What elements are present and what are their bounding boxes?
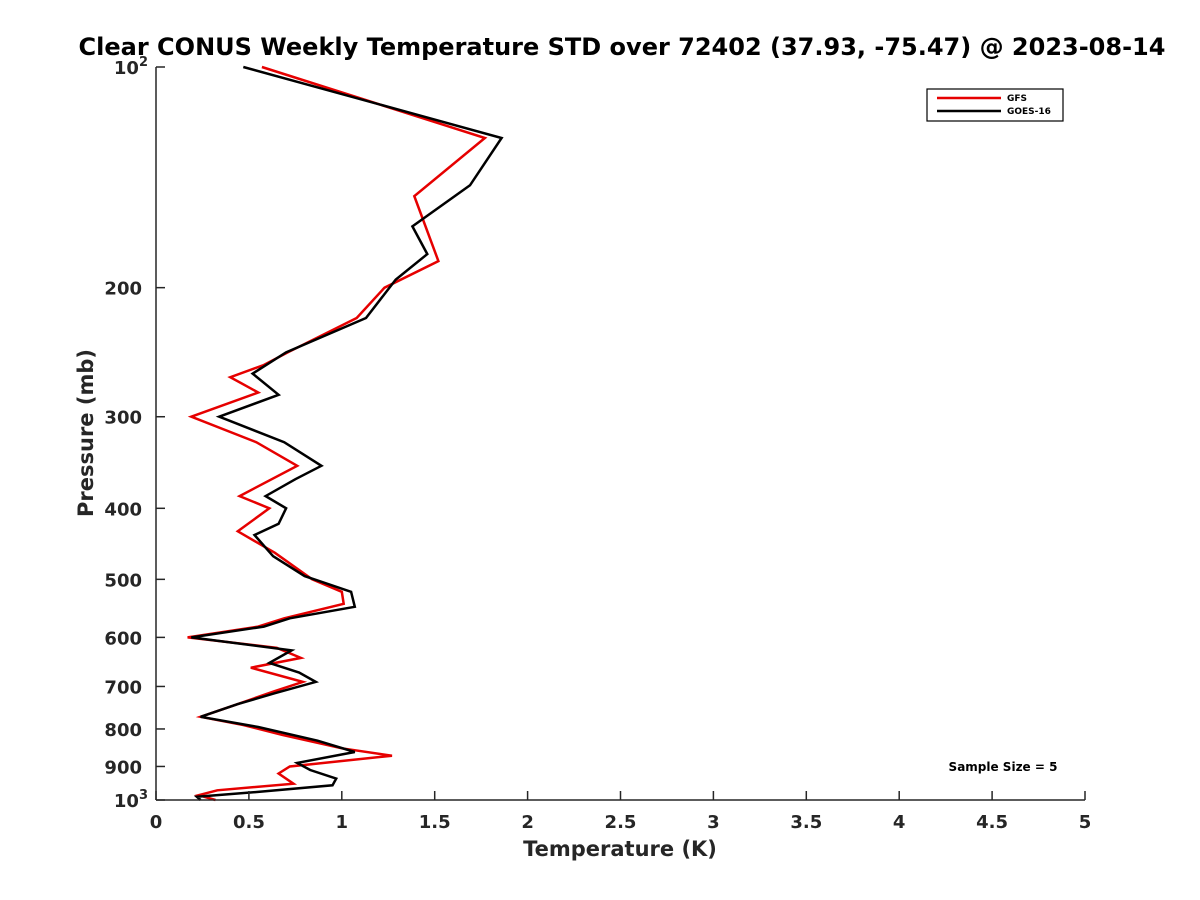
- series-layer: [187, 65, 504, 802]
- x-tick-label: 2.5: [605, 812, 637, 833]
- x-tick-label: 4.5: [976, 812, 1008, 833]
- x-axis-label: Temperature (K): [523, 837, 717, 861]
- sample-size-annotation: Sample Size = 5: [949, 760, 1058, 774]
- x-tick-label: 3: [707, 812, 720, 833]
- y-tick-label: 103: [114, 788, 148, 812]
- y-tick-label: 600: [104, 628, 142, 649]
- x-tick-label: 1: [336, 812, 349, 833]
- x-tick-label: 1.5: [419, 812, 451, 833]
- legend: GFS GOES-16: [926, 88, 1064, 122]
- legend-label: GOES-16: [1007, 107, 1051, 117]
- y-tick-label: 400: [104, 499, 142, 520]
- axes-layer: 0 0.5 1 1.5 2 2.5 3 3.5 4 4.5 5 102 200 300 400 500 600 7…: [104, 55, 1091, 833]
- y-tick-label: 700: [104, 677, 142, 698]
- x-tick-label: 2: [521, 812, 534, 833]
- y-tick-label: 900: [104, 757, 142, 778]
- x-tick-label: 0.5: [233, 812, 265, 833]
- y-tick-label: 800: [104, 720, 142, 741]
- legend-box: [926, 88, 1064, 122]
- x-tick-label: 5: [1079, 812, 1092, 833]
- x-tick-label: 0: [150, 812, 163, 833]
- y-tick-label: 300: [104, 408, 142, 429]
- legend-label: GFS: [1007, 94, 1027, 104]
- y-tick-label: 500: [104, 570, 142, 591]
- x-tick-label: 4: [893, 812, 906, 833]
- series-line-goes-16: [191, 65, 504, 801]
- x-tick-label: 3.5: [790, 812, 822, 833]
- y-tick-label: 200: [104, 279, 142, 300]
- chart-title: Clear CONUS Weekly Temperature STD over …: [79, 33, 1166, 61]
- y-axis-label: Pressure (mb): [74, 349, 98, 517]
- y-tick-label: 102: [114, 55, 148, 79]
